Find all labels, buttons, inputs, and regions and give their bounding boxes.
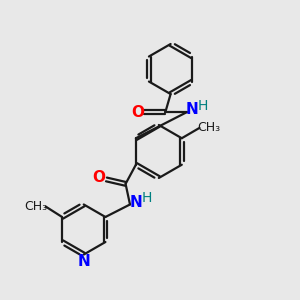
Text: O: O [93,170,106,185]
Text: H: H [197,99,208,113]
Text: O: O [131,105,144,120]
Text: CH₃: CH₃ [198,122,221,134]
Text: CH₃: CH₃ [24,200,47,213]
Text: H: H [142,191,152,205]
Text: N: N [185,103,198,118]
Text: N: N [130,195,142,210]
Text: N: N [77,254,90,268]
